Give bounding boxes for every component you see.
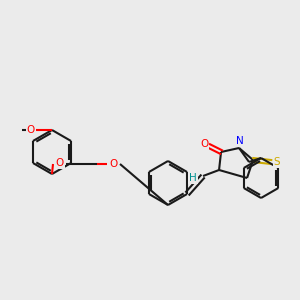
Text: N: N	[236, 136, 244, 146]
Text: S: S	[274, 157, 280, 167]
Text: O: O	[56, 158, 64, 168]
Text: H: H	[189, 173, 197, 183]
Text: O: O	[200, 139, 208, 149]
Text: O: O	[110, 159, 118, 169]
Text: O: O	[27, 125, 35, 135]
Text: O: O	[110, 159, 118, 169]
